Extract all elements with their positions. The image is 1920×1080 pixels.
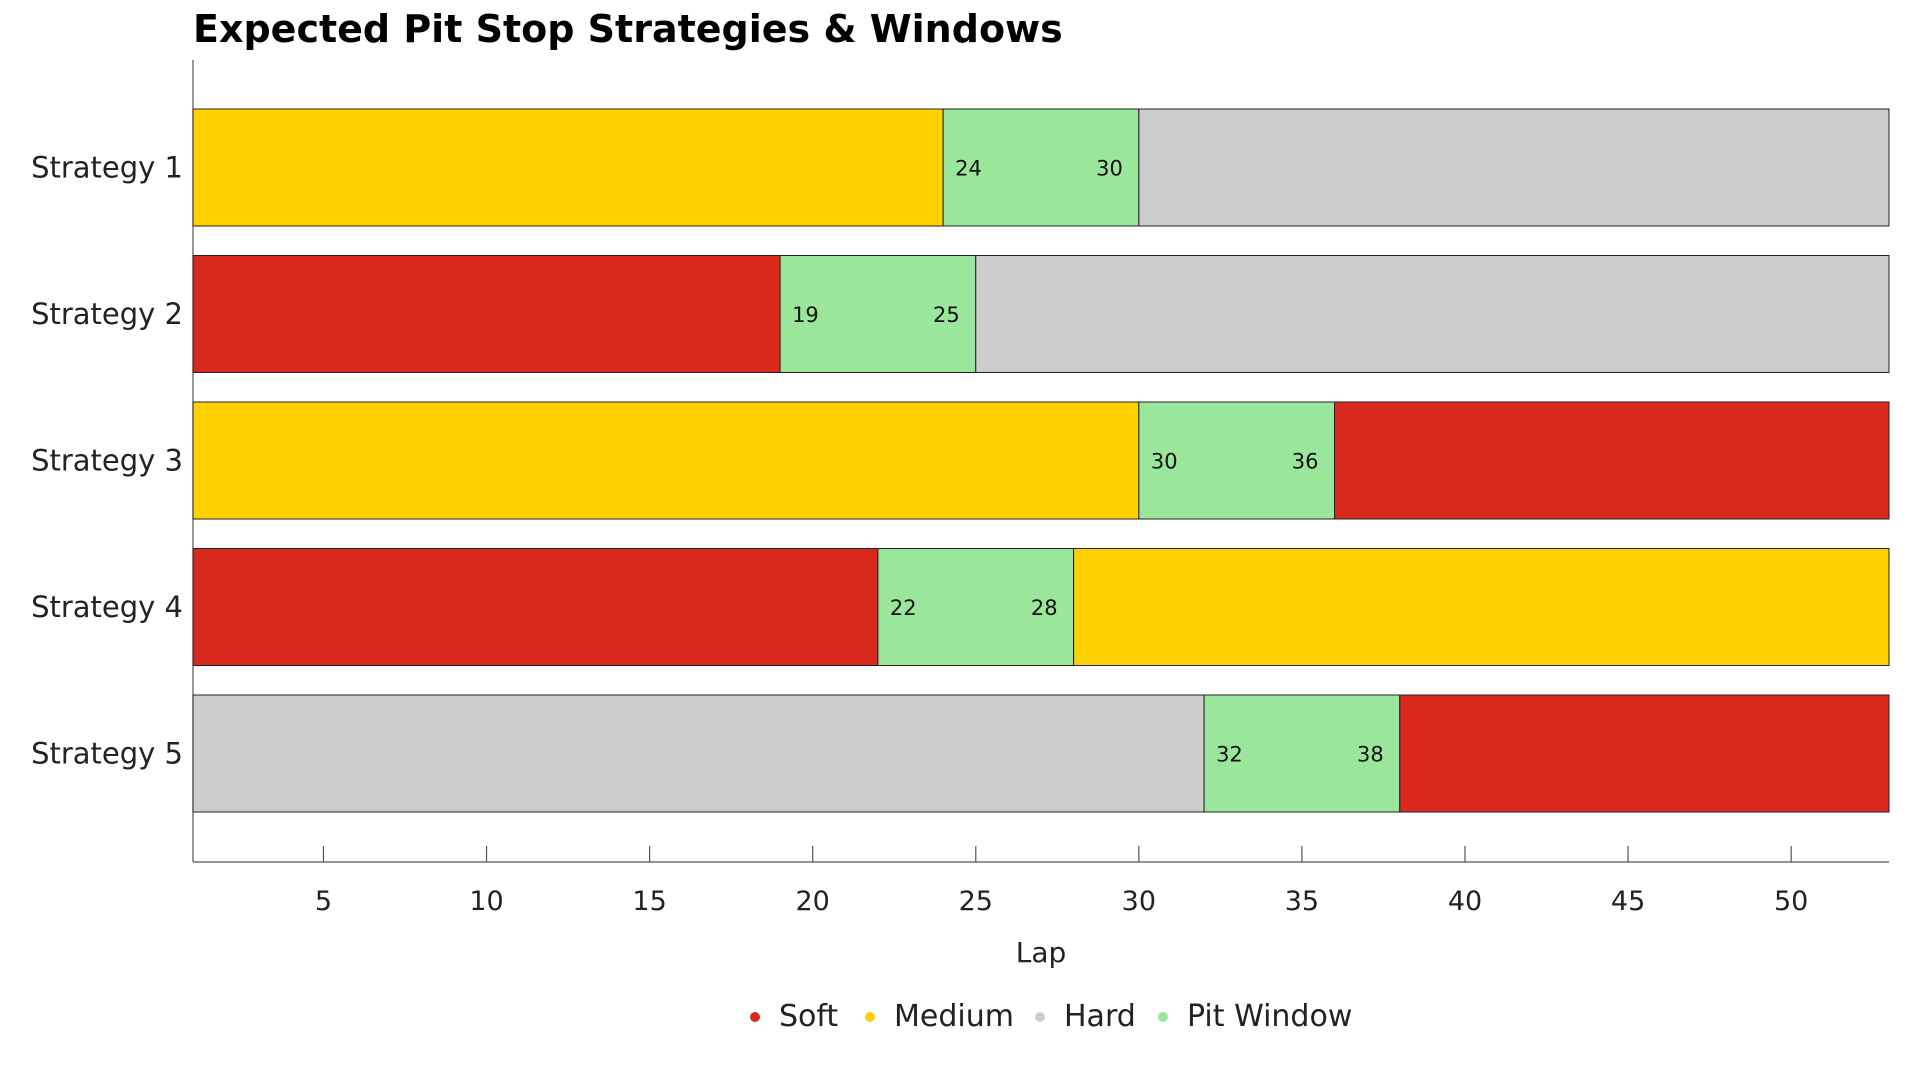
legend-label: Pit Window	[1187, 999, 1352, 1034]
window-end-label: 30	[1096, 157, 1123, 181]
x-tick-label: 20	[796, 886, 830, 917]
legend-marker	[865, 1012, 875, 1022]
legend-marker	[1035, 1012, 1045, 1022]
bar-stint-2	[1334, 401, 1890, 520]
bar-pit-window	[942, 108, 1140, 227]
bar-stint-1	[192, 108, 944, 227]
window-end-label: 36	[1292, 450, 1319, 474]
window-end-label: 38	[1357, 743, 1384, 767]
x-tick-label: 40	[1448, 886, 1482, 917]
window-start-label: 22	[890, 596, 917, 620]
legend-label: Hard	[1064, 999, 1136, 1034]
window-end-label: 25	[933, 303, 960, 327]
x-tick-label: 45	[1611, 886, 1645, 917]
window-start-label: 32	[1216, 743, 1243, 767]
chart-title: Expected Pit Stop Strategies & Windows	[193, 7, 1063, 51]
x-tick-label: 30	[1122, 886, 1156, 917]
bar-stint-1	[192, 401, 1140, 520]
x-tick-label: 35	[1285, 886, 1319, 917]
bar-pit-window	[877, 548, 1075, 666]
strategy-label: Strategy 3	[31, 444, 183, 478]
window-start-label: 19	[792, 303, 819, 327]
bar-stint-1	[192, 694, 1205, 813]
x-tick-label: 15	[632, 886, 666, 917]
strategy-label: Strategy 4	[31, 590, 183, 624]
bar-stint-2	[1138, 108, 1890, 227]
bar-stint-2	[975, 255, 1890, 373]
bar-pit-window	[779, 255, 977, 373]
bar-stint-1	[192, 255, 781, 373]
legend-item: Medium	[865, 999, 1014, 1034]
legend-label: Soft	[779, 999, 838, 1034]
legend-label: Medium	[894, 999, 1014, 1034]
plot-area: Strategy 1 24 30 Strategy 2 19 25 Strategy 3 30…	[31, 60, 1890, 917]
bar-stint-1	[192, 548, 879, 666]
strategy-label: Strategy 1	[31, 151, 183, 185]
legend-marker	[750, 1012, 760, 1022]
window-start-label: 30	[1151, 450, 1178, 474]
window-start-label: 24	[955, 157, 982, 181]
window-end-label: 28	[1031, 596, 1058, 620]
legend-item: Soft	[750, 999, 838, 1034]
legend-marker	[1158, 1012, 1168, 1022]
x-tick-label: 25	[959, 886, 993, 917]
bar-stint-2	[1073, 548, 1890, 666]
legend-item: Pit Window	[1158, 999, 1352, 1034]
x-tick-label: 5	[315, 886, 332, 917]
bar-pit-window	[1138, 401, 1336, 520]
legend: Soft Medium Hard Pit Window	[750, 999, 1352, 1034]
legend-item: Hard	[1035, 999, 1136, 1034]
bar-stint-2	[1399, 694, 1890, 813]
x-tick-label: 10	[469, 886, 503, 917]
x-axis-label: Lap	[1016, 936, 1067, 969]
strategy-label: Strategy 5	[31, 737, 183, 771]
x-tick-label: 50	[1774, 886, 1808, 917]
strategy-label: Strategy 2	[31, 297, 183, 331]
